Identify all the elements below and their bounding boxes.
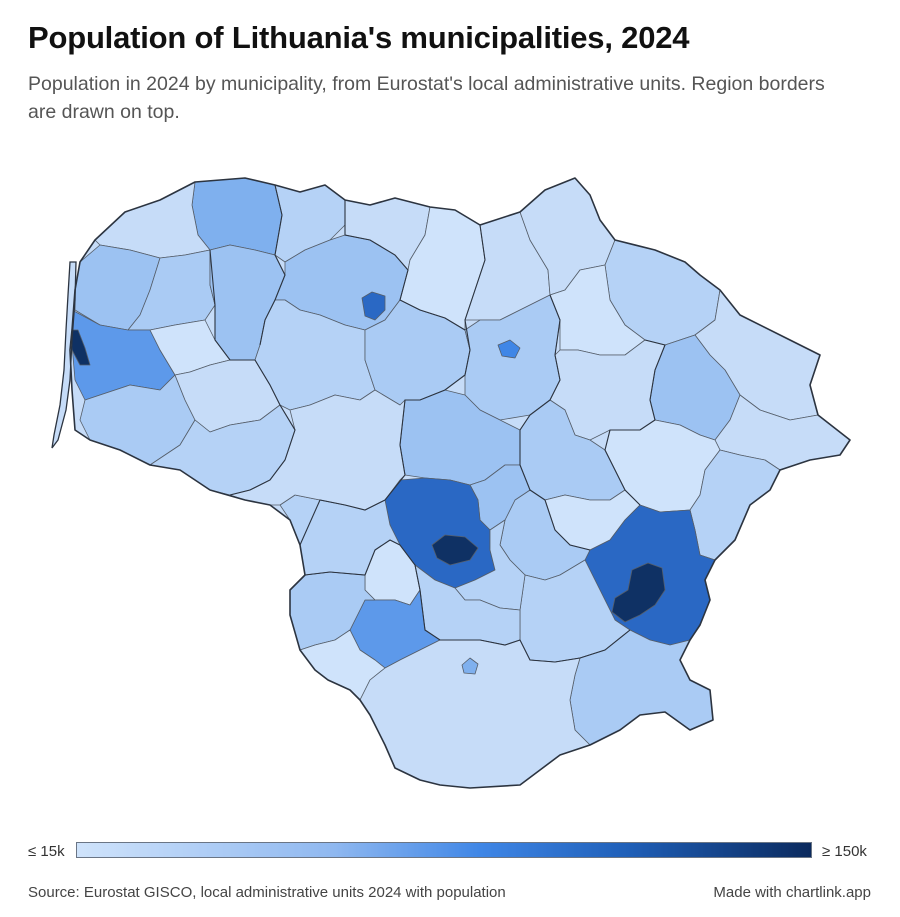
- municipality-region: [497, 339, 521, 359]
- legend-high-label: ≥ 150k: [822, 843, 867, 860]
- lithuania-choropleth-map: [51, 177, 851, 789]
- municipalities: [69, 177, 851, 789]
- municipality-region: [611, 562, 666, 623]
- source-note: Source: Eurostat GISCO, local administra…: [28, 884, 506, 901]
- chart-subtitle: Population in 2024 by municipality, from…: [28, 73, 825, 123]
- legend-low-label: ≤ 15k: [28, 843, 65, 860]
- country-outline: [69, 177, 851, 789]
- municipality-region: [361, 291, 386, 321]
- region-borders: [209, 184, 666, 663]
- municipality-region: [431, 534, 479, 566]
- legend-color-bar: [76, 842, 812, 858]
- credit-note: Made with chartlink.app: [713, 884, 871, 901]
- municipality-region: [191, 177, 283, 256]
- chart-title: Population of Lithuania's municipalities…: [28, 20, 690, 55]
- municipality-region: [461, 657, 479, 675]
- municipality-region: [94, 181, 211, 259]
